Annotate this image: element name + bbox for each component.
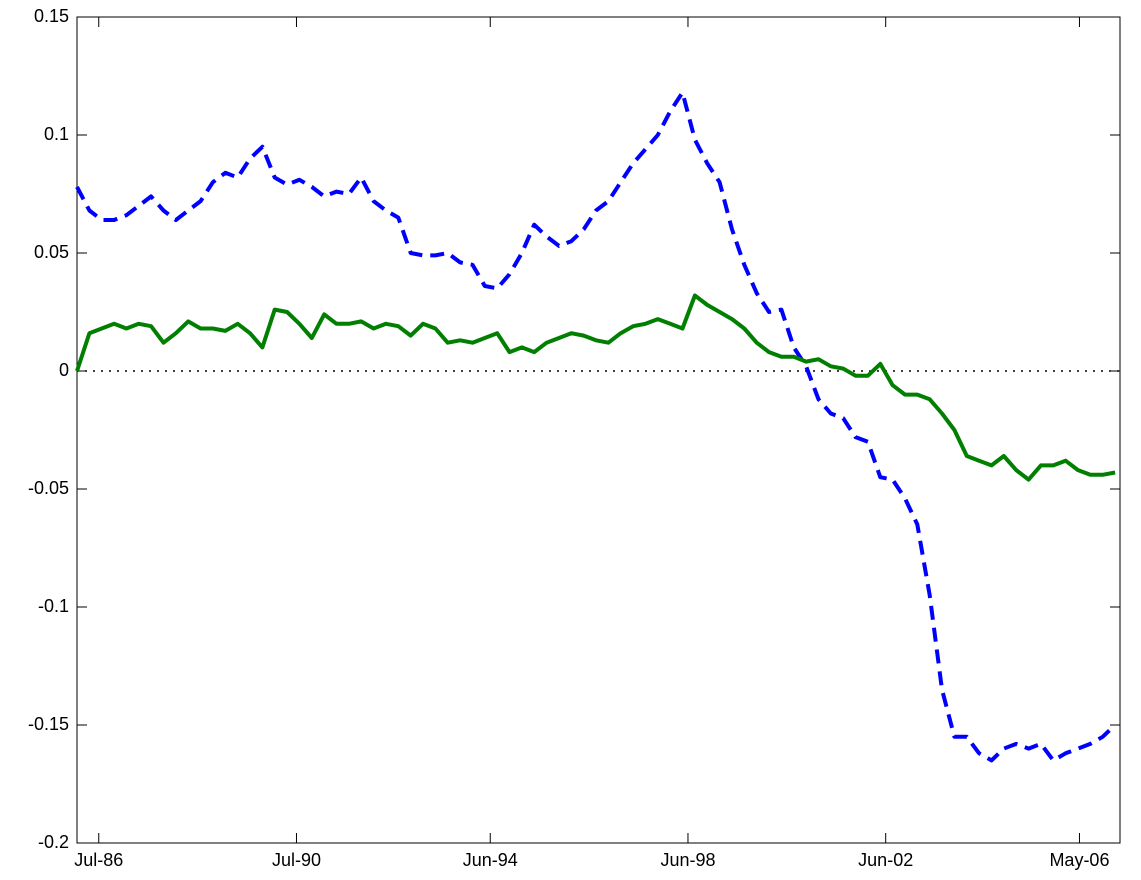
y-tick-label: -0.1	[38, 596, 69, 616]
x-tick-label: May-06	[1049, 850, 1109, 870]
y-tick-label: -0.15	[28, 714, 69, 734]
series-line	[75, 90, 1117, 763]
x-tick-label: Jun-02	[858, 850, 913, 870]
x-tick-label: Jun-94	[463, 850, 518, 870]
y-tick-label: 0.1	[44, 124, 69, 144]
y-tick-label: 0	[59, 360, 69, 380]
y-tick-label: -0.05	[28, 478, 69, 498]
y-tick-label: 0.15	[34, 6, 69, 26]
x-tick-label: Jun-98	[660, 850, 715, 870]
plot-frame	[76, 16, 1121, 844]
y-tick-label: 0.05	[34, 242, 69, 262]
series-line	[75, 293, 1116, 482]
x-tick-label: Jul-90	[272, 850, 321, 870]
y-tick-label: -0.2	[38, 832, 69, 852]
x-tick-label: Jul-86	[74, 850, 123, 870]
